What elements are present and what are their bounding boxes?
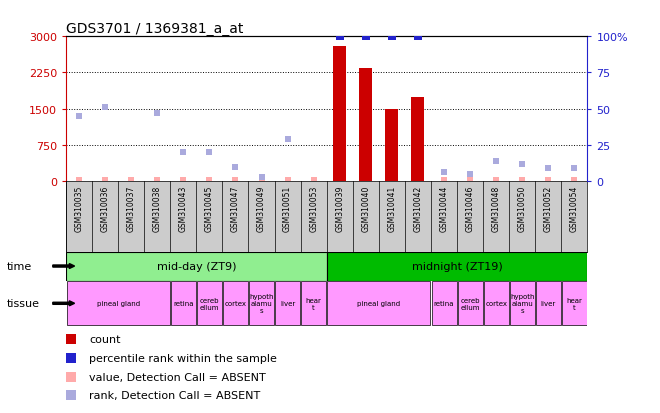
Text: GSM310046: GSM310046 <box>465 185 475 232</box>
Text: cortex: cortex <box>224 301 246 306</box>
Text: GSM310051: GSM310051 <box>283 185 292 231</box>
Text: time: time <box>7 261 32 271</box>
Text: tissue: tissue <box>7 299 40 309</box>
Bar <box>327 252 587 281</box>
Bar <box>457 282 482 325</box>
Text: retina: retina <box>434 301 454 306</box>
Text: GSM310045: GSM310045 <box>205 185 214 232</box>
Text: pineal gland: pineal gland <box>357 301 401 306</box>
Bar <box>510 282 535 325</box>
Text: GSM310037: GSM310037 <box>127 185 136 232</box>
Bar <box>197 282 222 325</box>
Text: GSM310042: GSM310042 <box>413 185 422 231</box>
Bar <box>411 97 424 182</box>
Bar <box>385 109 399 182</box>
Text: percentile rank within the sample: percentile rank within the sample <box>90 353 277 363</box>
Text: hear
t: hear t <box>566 297 582 310</box>
Text: GDS3701 / 1369381_a_at: GDS3701 / 1369381_a_at <box>66 22 244 36</box>
Bar <box>223 282 248 325</box>
Text: count: count <box>90 335 121 344</box>
Bar <box>484 282 509 325</box>
Text: cereb
ellum: cereb ellum <box>460 297 480 310</box>
Text: cortex: cortex <box>485 301 507 306</box>
Text: liver: liver <box>280 301 295 306</box>
Text: liver: liver <box>541 301 556 306</box>
Text: retina: retina <box>173 301 193 306</box>
Text: hypoth
alamu
s: hypoth alamu s <box>249 294 274 313</box>
Text: GSM310035: GSM310035 <box>75 185 84 232</box>
Bar <box>333 47 346 182</box>
Text: GSM310049: GSM310049 <box>257 185 266 232</box>
Bar <box>359 69 372 182</box>
Text: midnight (ZT19): midnight (ZT19) <box>412 261 502 271</box>
Text: GSM310044: GSM310044 <box>440 185 449 232</box>
Text: GSM310048: GSM310048 <box>492 185 501 231</box>
Text: GSM310054: GSM310054 <box>570 185 579 232</box>
Bar <box>249 282 274 325</box>
Bar <box>562 282 587 325</box>
Text: mid-day (ZT9): mid-day (ZT9) <box>156 261 236 271</box>
Text: GSM310050: GSM310050 <box>517 185 527 232</box>
Text: GSM310039: GSM310039 <box>335 185 345 232</box>
Text: cereb
ellum: cereb ellum <box>199 297 219 310</box>
Text: hypoth
alamu
s: hypoth alamu s <box>510 294 535 313</box>
Bar <box>327 282 430 325</box>
Bar <box>275 282 300 325</box>
Text: GSM310043: GSM310043 <box>179 185 188 232</box>
Text: GSM310041: GSM310041 <box>387 185 397 231</box>
Text: GSM310040: GSM310040 <box>361 185 370 232</box>
Text: hear
t: hear t <box>306 297 321 310</box>
Text: rank, Detection Call = ABSENT: rank, Detection Call = ABSENT <box>90 390 261 400</box>
Bar <box>171 282 196 325</box>
Bar <box>67 282 170 325</box>
Bar <box>301 282 326 325</box>
Bar <box>432 282 457 325</box>
Text: GSM310053: GSM310053 <box>309 185 318 232</box>
Bar <box>66 252 327 281</box>
Text: pineal gland: pineal gland <box>96 301 140 306</box>
Text: value, Detection Call = ABSENT: value, Detection Call = ABSENT <box>90 372 266 382</box>
Text: GSM310036: GSM310036 <box>100 185 110 232</box>
Text: GSM310052: GSM310052 <box>544 185 553 231</box>
Bar <box>536 282 561 325</box>
Text: GSM310047: GSM310047 <box>231 185 240 232</box>
Text: GSM310038: GSM310038 <box>152 185 162 231</box>
